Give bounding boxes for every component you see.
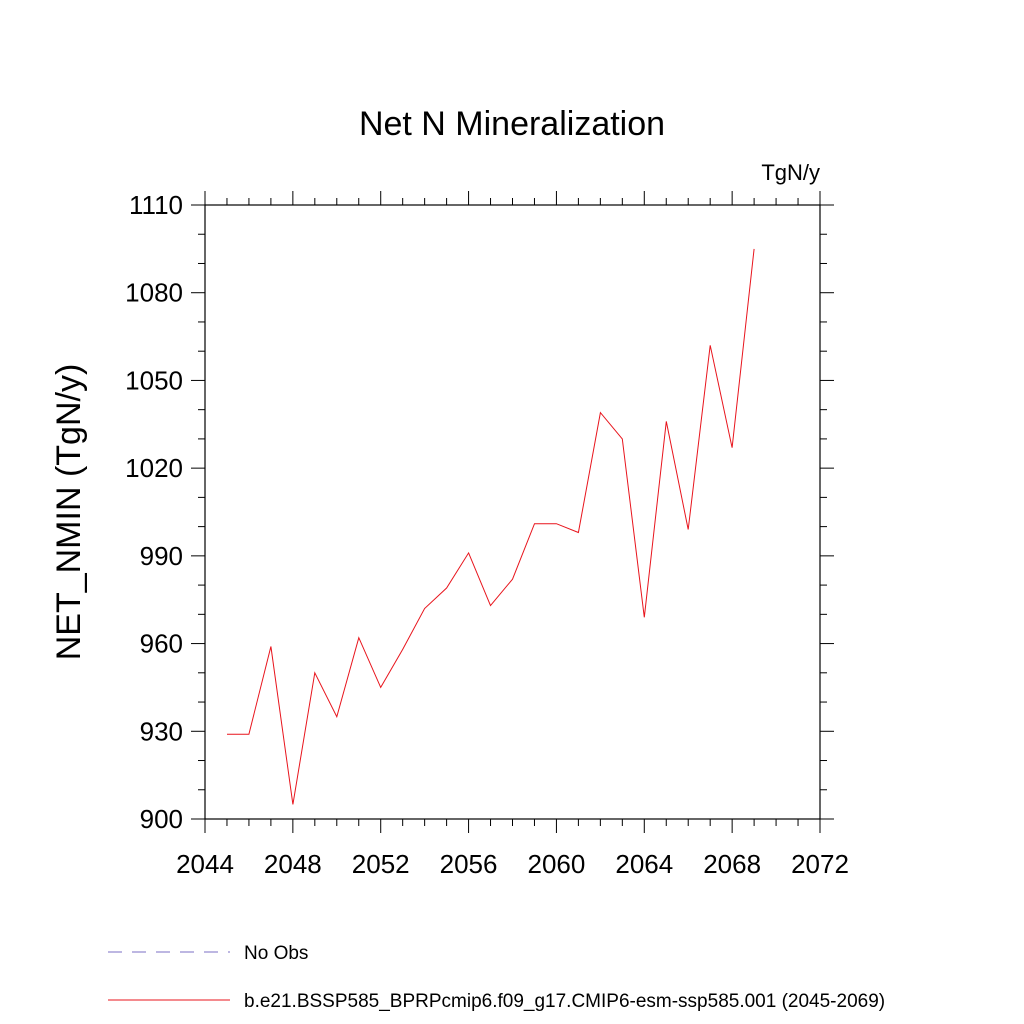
y-tick-label: 900 bbox=[140, 804, 183, 834]
x-tick-label: 2052 bbox=[352, 849, 410, 879]
axes: 900 930 960 990 1020 1050 1080 1110 2044 2048 2052… bbox=[125, 190, 849, 879]
y-tick-label: 990 bbox=[140, 541, 183, 571]
x-tick-label: 2068 bbox=[703, 849, 761, 879]
y-tick-label: 930 bbox=[140, 716, 183, 746]
legend-label: No Obs bbox=[244, 943, 308, 964]
plot-frame bbox=[204, 204, 821, 820]
x-tick-label: 2056 bbox=[440, 849, 498, 879]
series-line bbox=[227, 248, 755, 805]
x-tick-label: 2048 bbox=[264, 849, 322, 879]
y-tick-label: 960 bbox=[140, 629, 183, 659]
x-tick-label: 2044 bbox=[176, 849, 234, 879]
legend-label: b.e21.BSSP585_BPRPcmip6.f09_g17.CMIP6-es… bbox=[244, 991, 885, 1012]
y-tick-label: 1020 bbox=[125, 453, 183, 483]
units-label: TgN/y bbox=[761, 160, 820, 185]
series-layer bbox=[227, 248, 755, 805]
y-tick-label: 1050 bbox=[125, 365, 183, 395]
x-tick-label: 2064 bbox=[615, 849, 673, 879]
x-tick-label: 2060 bbox=[528, 849, 586, 879]
y-tick-label: 1110 bbox=[129, 190, 183, 220]
y-tick-label: 1080 bbox=[125, 278, 183, 308]
x-tick-label: 2072 bbox=[791, 849, 849, 879]
legend: No Obs b.e21.BSSP585_BPRPcmip6.f09_g17.CM… bbox=[108, 943, 885, 1012]
y-axis-label: NET_NMIN (TgN/y) bbox=[50, 364, 88, 661]
chart-title: Net N Mineralization bbox=[359, 105, 665, 143]
